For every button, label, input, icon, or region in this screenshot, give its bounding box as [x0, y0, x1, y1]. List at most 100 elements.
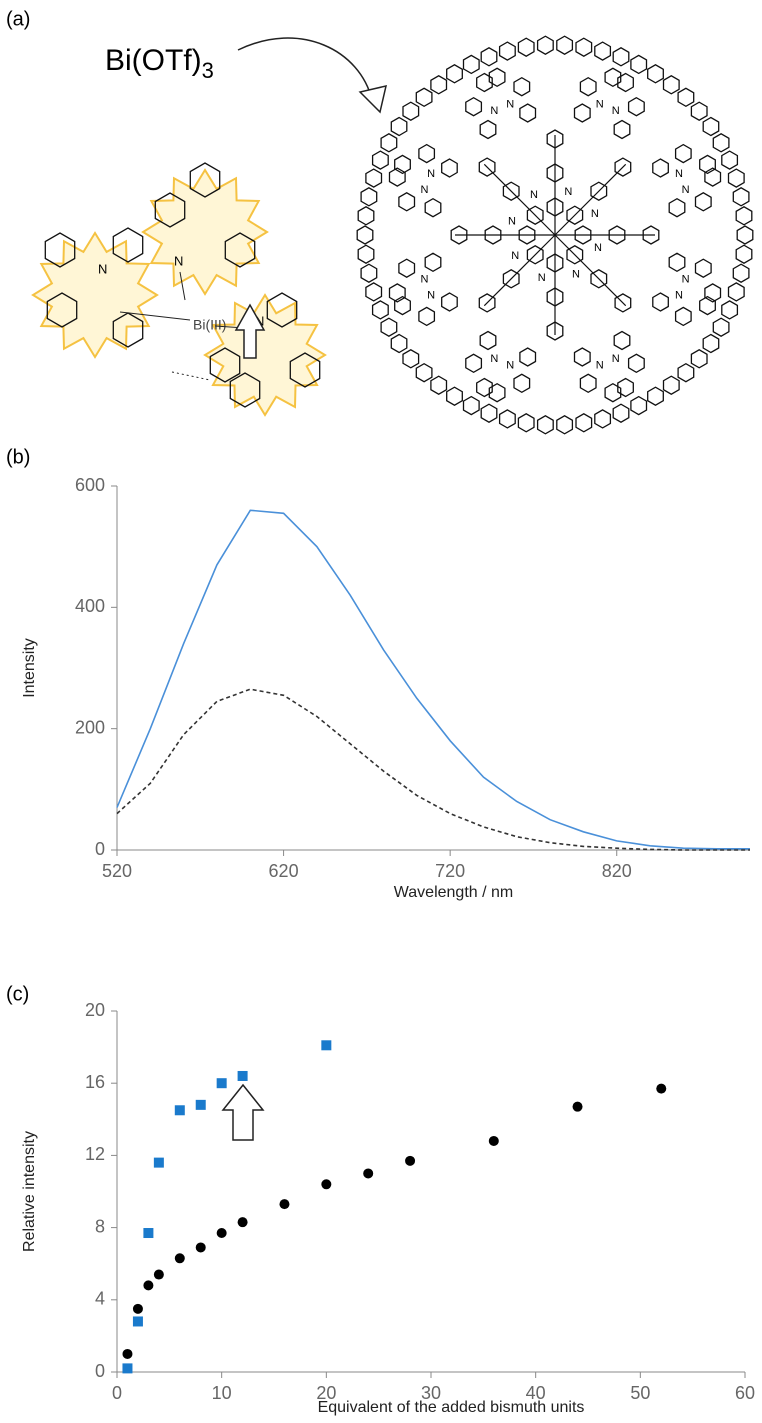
benzene-ring — [677, 362, 695, 383]
benzene-ring — [476, 72, 493, 93]
data-point — [174, 1105, 185, 1116]
benzene-ring — [480, 403, 498, 423]
benzene-ring — [694, 258, 712, 278]
y-tick-label: 16 — [85, 1072, 105, 1092]
data-point — [321, 1040, 332, 1051]
benzene-ring — [357, 206, 375, 226]
data-point — [122, 1348, 133, 1359]
bond — [483, 234, 556, 307]
benzene-ring — [566, 245, 584, 265]
benzene-ring — [365, 282, 383, 302]
x-tick-label: 30 — [421, 1383, 441, 1403]
benzene-ring — [566, 205, 584, 225]
benzene-ring — [446, 386, 463, 406]
benzene-ring — [612, 403, 630, 423]
benzene-ring — [390, 333, 408, 354]
benzene-ring — [699, 154, 716, 175]
y-tick-label: 4 — [95, 1289, 105, 1309]
benzene-ring — [484, 225, 502, 245]
y-tick-label: 200 — [75, 717, 105, 737]
x-axis-label: Equivalent of the added bismuth units — [318, 1399, 585, 1416]
benzene-ring — [614, 293, 632, 313]
benzene-ring — [46, 292, 78, 328]
benzene-ring — [476, 377, 493, 398]
benzene-ring — [536, 415, 554, 435]
atom-label: N — [530, 189, 538, 201]
data-point — [488, 1135, 499, 1146]
atom-label: N — [591, 208, 599, 220]
benzene-ring — [647, 386, 664, 406]
benzene-ring — [526, 245, 544, 265]
benzene-ring — [517, 37, 535, 57]
benzene-ring — [502, 181, 520, 201]
data-point — [321, 1179, 332, 1190]
benzene-ring — [668, 252, 686, 273]
benzene-ring — [630, 395, 648, 416]
benzene-ring — [479, 330, 497, 351]
benzene-ring — [519, 347, 537, 367]
data-point — [237, 1217, 248, 1228]
benzene-ring — [371, 150, 389, 170]
x-tick-label: 20 — [316, 1383, 336, 1403]
benzene-ring — [266, 292, 298, 328]
atom-label: N — [596, 359, 604, 371]
y-tick-label: 600 — [75, 475, 105, 495]
increase-arrow — [221, 1083, 265, 1141]
benzene-ring — [398, 258, 416, 278]
data-point — [216, 1078, 227, 1089]
benzene-ring — [590, 269, 608, 289]
benzene-ring — [735, 206, 753, 226]
benzene-ring — [430, 375, 448, 395]
benzene-ring — [356, 225, 374, 245]
benzene-ring — [289, 352, 321, 388]
benzene-ring — [690, 349, 708, 369]
benzene-ring — [518, 225, 536, 245]
y-tick-label: 12 — [85, 1144, 105, 1164]
benzene-ring — [479, 119, 497, 140]
bond — [554, 163, 627, 236]
atom-label: N — [490, 353, 498, 365]
benzene-ring — [575, 37, 593, 57]
atom-label: N — [564, 186, 572, 198]
x-tick-label: 50 — [630, 1383, 650, 1403]
benzene-ring — [574, 225, 592, 245]
benzene-ring — [418, 306, 436, 327]
benzene-ring — [488, 67, 506, 88]
reagent-label: Bi(OTf)3 — [105, 44, 214, 83]
y-tick-label: 400 — [75, 596, 105, 616]
benzene-ring — [699, 295, 716, 316]
benzene-ring — [415, 87, 433, 108]
benzene-ring — [371, 300, 389, 320]
glow — [203, 293, 327, 417]
benzene-ring — [617, 377, 634, 398]
benzene-ring — [546, 321, 564, 341]
benzene-ring — [647, 64, 664, 84]
benzene-ring — [430, 75, 448, 95]
benzene-ring — [612, 47, 630, 67]
benzene-ring — [590, 181, 608, 201]
atom-label: N — [596, 98, 604, 110]
data-point — [153, 1157, 164, 1168]
benzene-ring — [573, 103, 591, 123]
benzene-ring — [526, 205, 544, 225]
atom-label: N — [511, 250, 519, 262]
benzene-ring — [402, 349, 420, 369]
benzene-ring — [627, 96, 645, 117]
benzene-ring — [418, 143, 436, 164]
dendrimer-bound — [354, 34, 756, 436]
data-point — [143, 1280, 154, 1291]
benzene-ring — [360, 187, 378, 207]
benzene-ring — [735, 244, 753, 264]
benzene-ring — [478, 157, 496, 177]
benzene-ring — [209, 347, 241, 383]
benzene-ring — [394, 154, 411, 175]
glow — [141, 168, 269, 296]
benzene-ring — [727, 282, 745, 302]
benzene-ring — [677, 87, 695, 108]
benzene-ring — [402, 101, 420, 121]
y-tick-label: 20 — [85, 1000, 105, 1020]
benzene-ring — [513, 373, 531, 394]
benzene-ring — [674, 306, 692, 327]
x-tick-label: 520 — [102, 861, 132, 881]
